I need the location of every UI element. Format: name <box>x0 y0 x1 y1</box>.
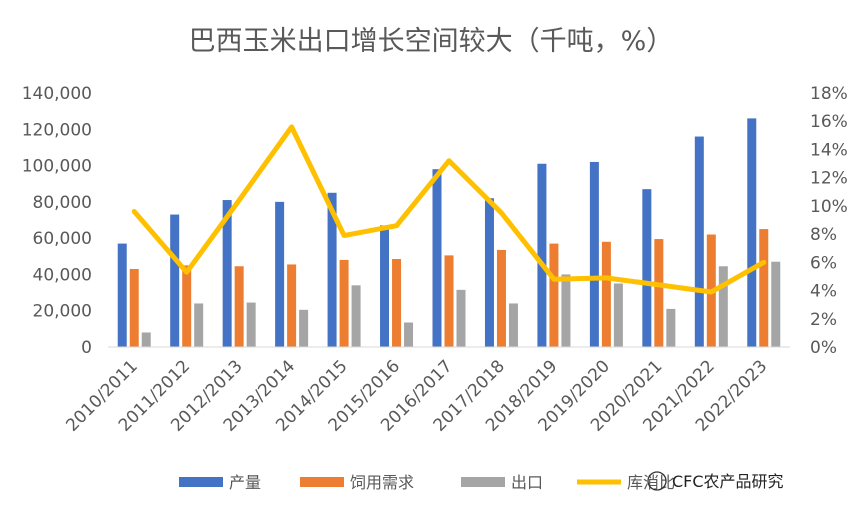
bar-饲用需求 <box>654 239 664 347</box>
y-left-tick-label: 40,000 <box>33 265 92 285</box>
y-right-tick-label: 0% <box>810 338 837 358</box>
bar-饲用需求 <box>234 266 244 347</box>
y-right-tick-label: 12% <box>810 169 848 189</box>
bar-饲用需求 <box>444 255 454 347</box>
watermark-text: CFC农产品研究 <box>672 472 784 491</box>
bar-饲用需求 <box>601 241 611 347</box>
legend-swatch <box>179 477 223 487</box>
bar-产量 <box>589 161 599 347</box>
bar-饲用需求 <box>392 259 402 347</box>
bar-出口 <box>771 261 781 347</box>
bar-出口 <box>613 283 623 347</box>
plot-area: 0 20,000 40,000 60,000 80,000 100,000 120,000 1… <box>22 84 848 436</box>
y-left-tick-label: 80,000 <box>33 193 92 213</box>
y-right-tick-label: 2% <box>810 310 837 330</box>
bar-产量 <box>747 118 757 348</box>
bar-产量 <box>327 192 337 347</box>
y-right-tick-label: 16% <box>810 112 848 132</box>
y-right-tick-label: 18% <box>810 84 848 104</box>
y-left-tick-label: 20,000 <box>33 302 92 322</box>
bar-产量 <box>432 169 442 347</box>
bar-出口 <box>194 303 204 347</box>
bar-出口 <box>561 274 571 347</box>
y-left-tick-label: 120,000 <box>22 120 92 140</box>
bar-出口 <box>351 285 361 347</box>
bar-饲用需求 <box>549 243 559 347</box>
bar-出口 <box>404 322 414 347</box>
bar-出口 <box>508 303 518 347</box>
y-left-tick-label: 140,000 <box>22 84 92 104</box>
bar-饲用需求 <box>182 265 192 347</box>
y-right-tick-label: 4% <box>810 282 837 302</box>
y-left-tick-label: 100,000 <box>22 157 92 177</box>
bar-产量 <box>694 136 704 347</box>
bar-饲用需求 <box>759 229 769 347</box>
bar-饲用需求 <box>129 268 139 347</box>
bar-饲用需求 <box>496 249 506 347</box>
legend-swatch <box>300 477 344 487</box>
wechat-icon <box>647 471 667 491</box>
bar-出口 <box>141 332 151 347</box>
legend-label: 库消比 <box>627 473 675 492</box>
y-right-tick-label: 14% <box>810 140 848 160</box>
legend-label: 出口 <box>511 473 543 492</box>
bar-饲用需求 <box>287 264 297 347</box>
line-库消比 <box>131 124 767 295</box>
bar-产量 <box>222 200 232 347</box>
y-left-tick-label: 60,000 <box>33 229 92 249</box>
bar-产量 <box>642 189 652 347</box>
bar-出口 <box>718 266 728 347</box>
y-left-tick-label: 0 <box>81 338 92 358</box>
y-right-tick-label: 8% <box>810 225 837 245</box>
bar-饲用需求 <box>339 259 349 347</box>
bar-出口 <box>246 302 256 347</box>
bar-产量 <box>117 243 127 347</box>
legend-swatch <box>461 477 505 487</box>
bar-产量 <box>537 163 547 347</box>
bar-出口 <box>456 289 466 347</box>
bar-出口 <box>666 308 676 347</box>
legend: 产量 饲用需求 出口 库消比 <box>179 473 675 492</box>
bar-出口 <box>299 309 309 347</box>
y-right-tick-label: 6% <box>810 253 837 273</box>
legend-label: 饲用需求 <box>350 473 414 492</box>
y-right-tick-label: 10% <box>810 197 848 217</box>
bar-产量 <box>170 214 180 347</box>
bar-产量 <box>275 201 285 347</box>
legend-label: 产量 <box>229 473 261 492</box>
chart-title: 巴西玉米出口增长空间较大（千吨，%） <box>189 26 674 57</box>
bar-产量 <box>380 225 390 347</box>
watermark: CFC农产品研究 <box>647 471 784 491</box>
bar-产量 <box>484 198 494 347</box>
